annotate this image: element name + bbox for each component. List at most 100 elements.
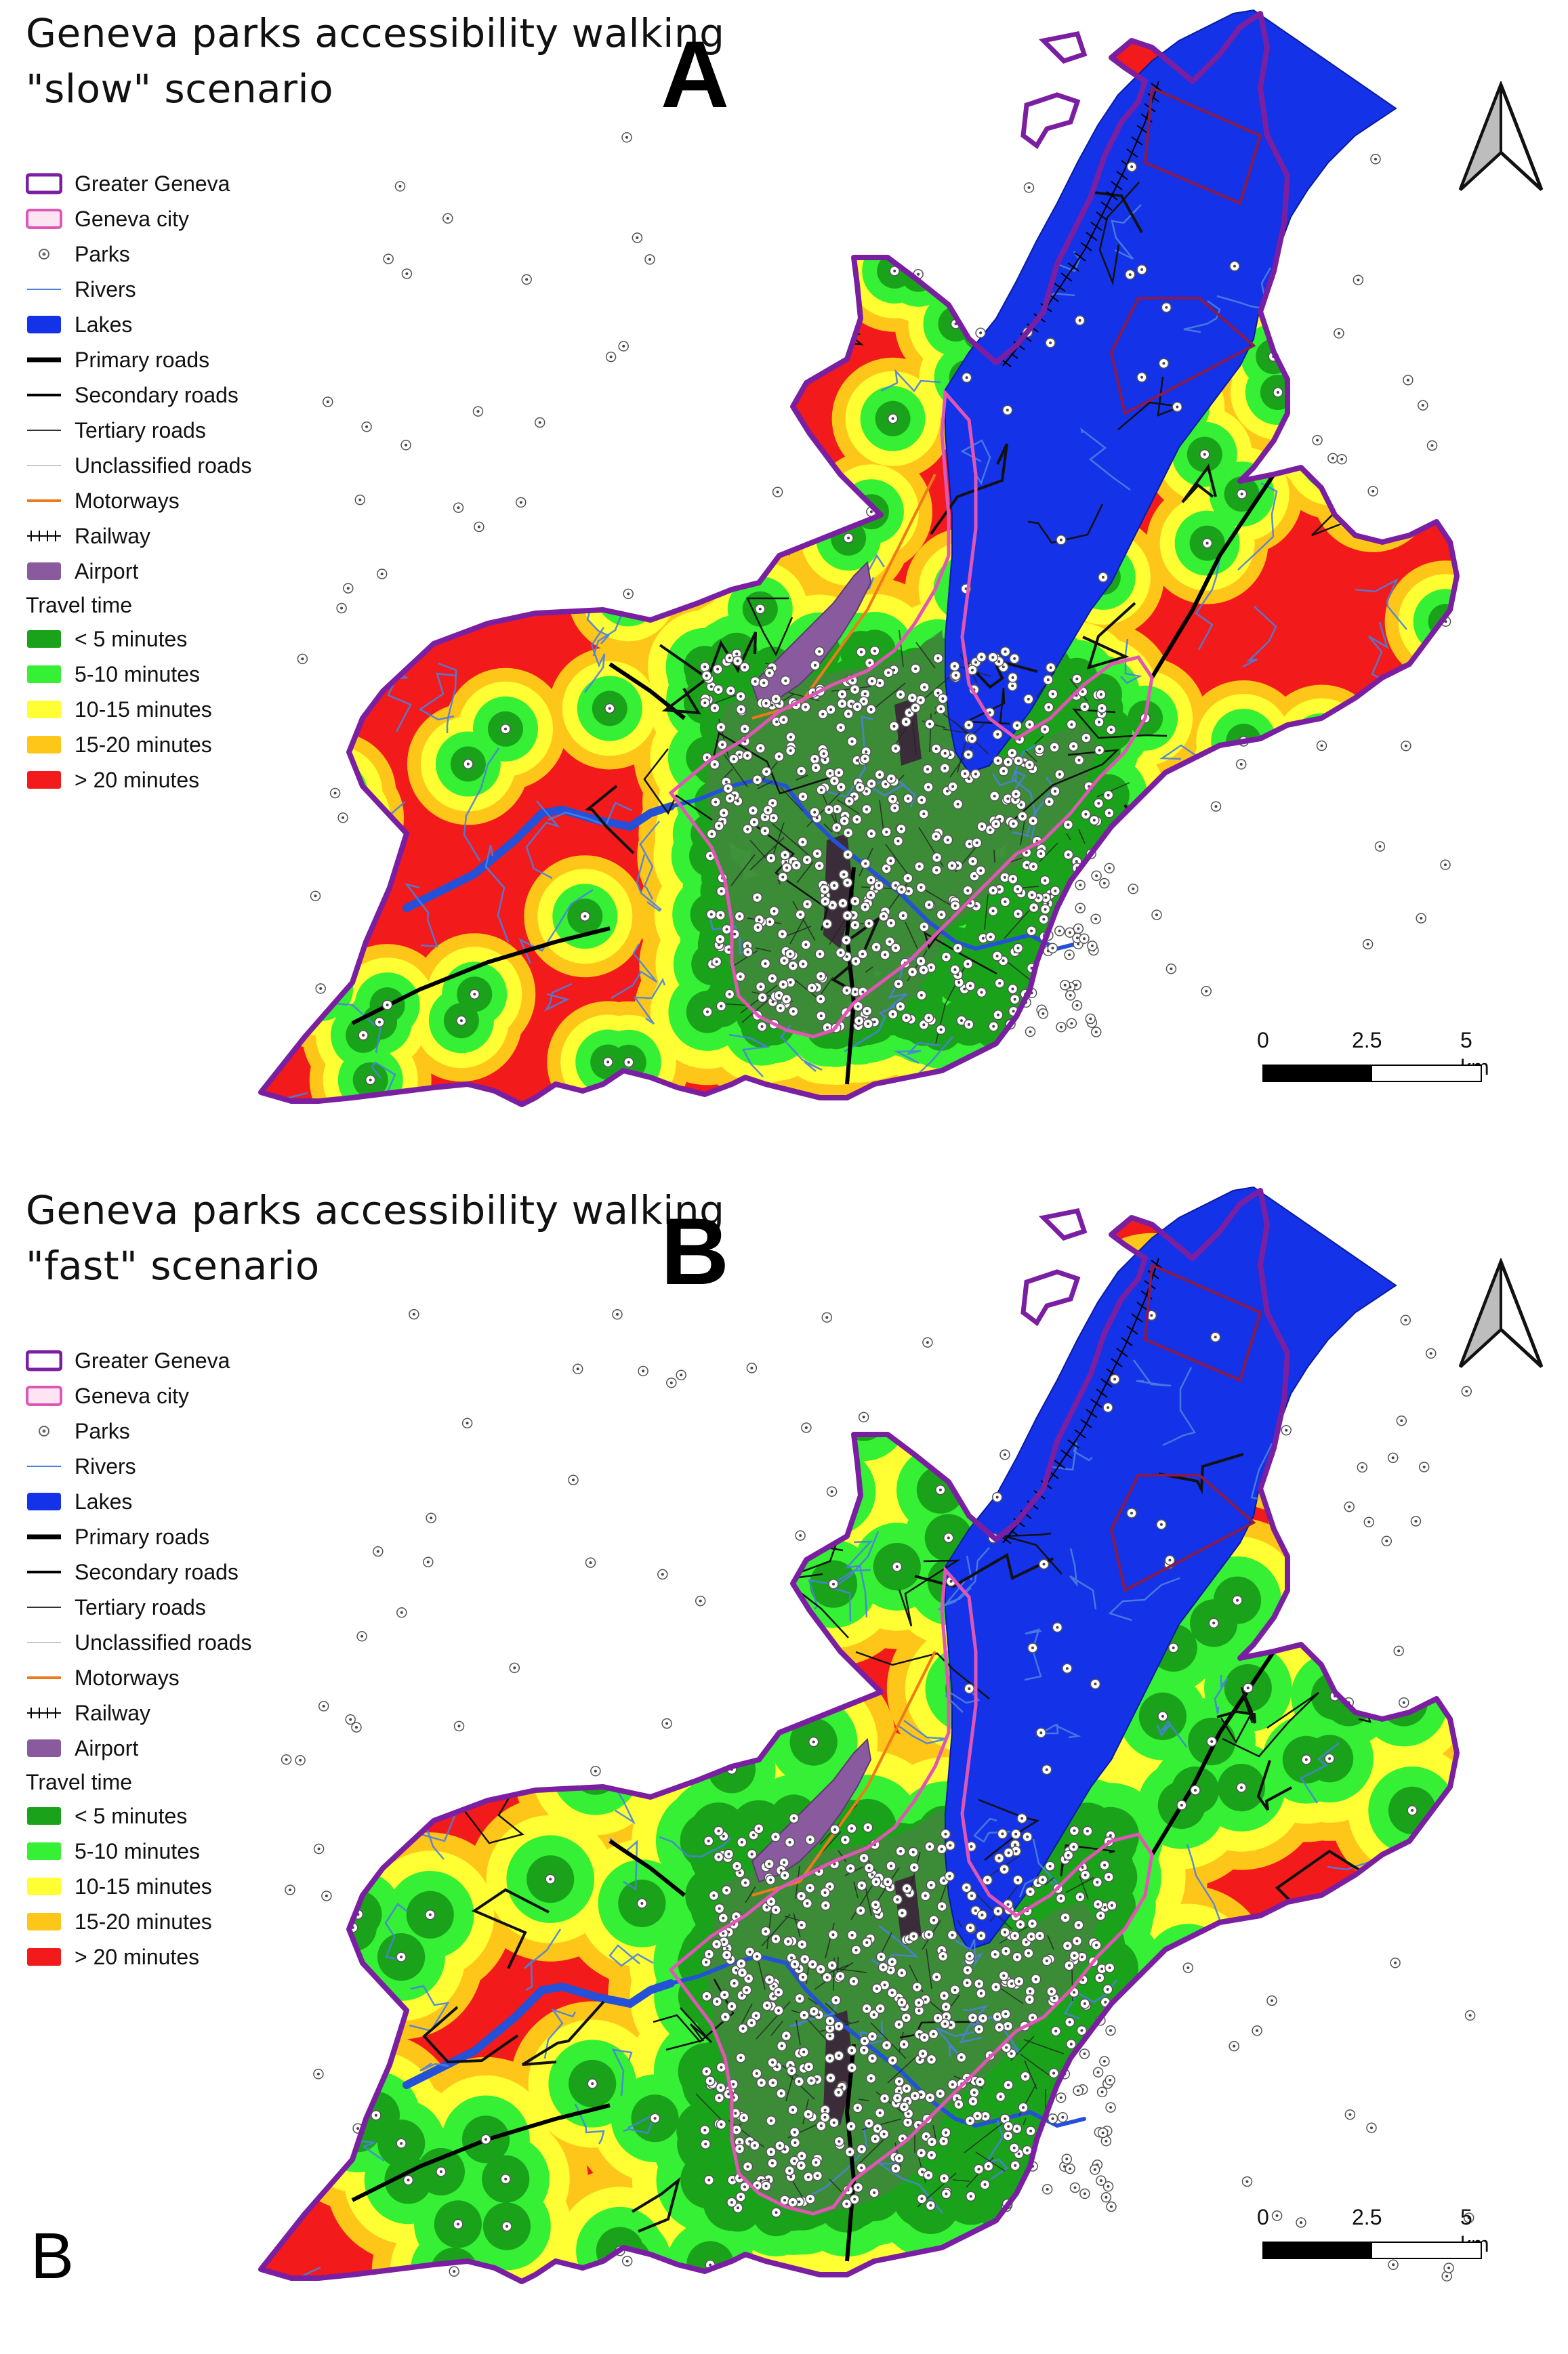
legend-class-item: 10-15 minutes	[26, 1869, 297, 1904]
north-arrow-icon	[1453, 80, 1548, 197]
legend-swatch	[26, 769, 62, 791]
enclave-outline	[1020, 92, 1081, 150]
legend-item: Geneva city	[26, 201, 297, 236]
legend-item: Airport	[26, 1731, 297, 1766]
legend-label: Parks	[75, 242, 130, 266]
legend-travel-time-title: Travel time	[26, 1770, 133, 1794]
legend-label: Primary roads	[75, 348, 210, 372]
lake-sector-outline	[1143, 1263, 1262, 1382]
legend-label: 15-20 minutes	[75, 732, 212, 757]
panel-letter: A	[661, 21, 730, 127]
legend-swatch	[26, 1805, 62, 1827]
legend-label: Lakes	[75, 1489, 133, 1514]
legend-item: Secondary roads	[26, 377, 297, 413]
legend-label: 10-15 minutes	[75, 1874, 212, 1899]
legend-swatch	[26, 1876, 62, 1897]
legend-swatch	[26, 663, 62, 685]
legend-symbol	[26, 1420, 62, 1442]
legend-symbol	[26, 349, 62, 371]
legend-item: Greater Geneva	[25, 166, 297, 201]
legend-item: Geneva city	[26, 1378, 297, 1413]
legend-label: Motorways	[75, 489, 180, 513]
legend-label: 5-10 minutes	[75, 662, 200, 686]
legend-symbol	[26, 243, 62, 265]
legend-swatch	[26, 1840, 62, 1862]
legend-item: Primary roads	[26, 342, 297, 377]
legend-label: Airport	[75, 1736, 139, 1760]
legend-label: Railway	[75, 524, 151, 548]
legend-label: Unclassified roads	[75, 1630, 252, 1655]
legend-label: Geneva city	[75, 1384, 189, 1408]
legend-swatch	[26, 734, 62, 756]
legend-item: Parks	[26, 1413, 297, 1449]
north-arrow-icon	[1453, 1257, 1548, 1374]
legend-symbol	[26, 208, 62, 230]
legend-item: Motorways	[26, 483, 297, 518]
legend-class-item: < 5 minutes	[26, 1798, 297, 1834]
legend-label: Unclassified roads	[75, 453, 252, 478]
legend-label: Tertiary roads	[75, 418, 206, 442]
map-panel-b: Geneva parks accessibility walking "fast…	[0, 1177, 1568, 2354]
panel-title-line1: Geneva parks accessibility walking	[26, 1187, 725, 1233]
legend-symbol	[26, 1737, 62, 1759]
legend-item: Unclassified roads	[26, 1625, 297, 1660]
legend-symbol	[26, 1596, 62, 1618]
legend-label: Railway	[75, 1701, 151, 1725]
legend-symbol	[26, 419, 62, 441]
travel-time-raster	[261, 1232, 1457, 2281]
legend-swatch	[26, 1911, 62, 1933]
legend-label: Parks	[75, 1419, 130, 1443]
legend-symbol	[26, 455, 62, 476]
legend-class-item: < 5 minutes	[26, 621, 297, 657]
geneva-city-boundary	[668, 1565, 1154, 2216]
legend-symbol	[26, 1491, 62, 1512]
map-panel-a: Geneva parks accessibility walking "slow…	[25, 9, 1548, 1107]
legend-label: Lakes	[75, 312, 133, 337]
map-canvas-a	[258, 9, 1468, 1107]
legend-symbol	[26, 560, 62, 582]
legend-label: Secondary roads	[75, 1560, 239, 1584]
scale-bar: 0 2.5 5 km	[1257, 2204, 1491, 2278]
legend-item: Tertiary roads	[26, 1590, 297, 1625]
panel-title-line2: "fast" scenario	[26, 1243, 320, 1289]
legend-label: < 5 minutes	[75, 1804, 188, 1828]
scale-bar: 0 2.5 5 km	[1257, 1027, 1491, 1101]
panel-letter: B	[661, 1198, 730, 1304]
legend-travel-time-title: Travel time	[26, 593, 133, 617]
legend-item: Railway	[26, 1695, 297, 1731]
legend-class-item: > 20 minutes	[26, 762, 297, 798]
greater-geneva-boundary	[258, 1188, 1460, 2284]
panel-title-line2: "slow" scenario	[26, 66, 334, 112]
legend-label: > 20 minutes	[75, 1945, 200, 1969]
legend-label: Motorways	[75, 1666, 180, 1690]
legend-item: Rivers	[26, 272, 297, 307]
scale-label-0: 0	[1257, 2205, 1269, 2229]
legend-label: Greater Geneva	[75, 171, 230, 196]
legend-item: Unclassified roads	[26, 448, 297, 483]
geneva-city-boundary	[668, 388, 1154, 1039]
legend-label: Airport	[75, 559, 139, 583]
legend-symbol	[26, 490, 62, 512]
greater-geneva-boundary	[258, 11, 1460, 1107]
scale-label-mid: 2.5	[1352, 2205, 1382, 2229]
legend-item: Lakes	[26, 1484, 297, 1519]
legend-label: Secondary roads	[75, 383, 239, 407]
legend-swatch	[26, 699, 62, 720]
legend-class-item: 15-20 minutes	[26, 1904, 297, 1939]
legend-item: Primary roads	[26, 1519, 297, 1554]
legend-item: Secondary roads	[26, 1554, 297, 1590]
scale-label-mid: 2.5	[1352, 1028, 1382, 1052]
legend-symbol	[26, 1702, 62, 1724]
panel-title-line1: Geneva parks accessibility walking	[26, 10, 725, 56]
legend-label: Rivers	[75, 1454, 136, 1479]
river-line	[403, 802, 675, 912]
legend: Greater Geneva Geneva city Parks Rivers Lake…	[25, 166, 297, 798]
legend-class-item: 15-20 minutes	[26, 727, 297, 762]
legend-swatch	[26, 1946, 62, 1968]
legend-class-item: > 20 minutes	[26, 1939, 297, 1975]
legend-symbol	[26, 525, 62, 547]
legend-label: > 20 minutes	[75, 768, 200, 792]
legend-symbol	[26, 1385, 62, 1407]
legend-label: 15-20 minutes	[75, 1909, 212, 1934]
map-canvas-b	[258, 1186, 1476, 2284]
